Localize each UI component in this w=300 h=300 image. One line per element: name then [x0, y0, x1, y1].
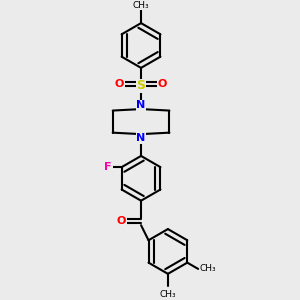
- Text: O: O: [115, 79, 124, 89]
- Text: N: N: [136, 133, 146, 143]
- Text: CH₃: CH₃: [133, 1, 149, 10]
- Text: O: O: [158, 79, 167, 89]
- Text: O: O: [117, 216, 126, 226]
- Text: CH₃: CH₃: [200, 264, 216, 273]
- Text: S: S: [136, 79, 146, 92]
- Text: F: F: [104, 162, 112, 172]
- Text: N: N: [136, 100, 146, 110]
- Text: CH₃: CH₃: [160, 290, 176, 299]
